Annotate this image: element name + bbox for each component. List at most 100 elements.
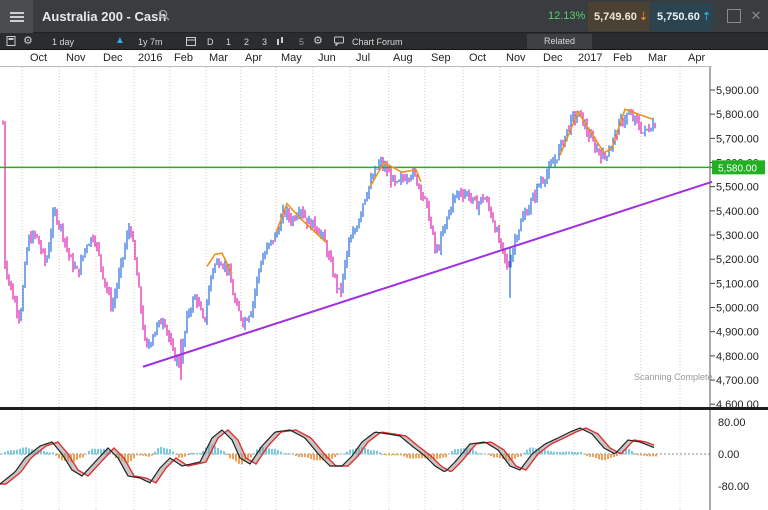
range-selector[interactable]: 1y 7m: [138, 37, 163, 47]
month-label: Sep: [431, 52, 451, 64]
histogram-bar: [127, 454, 129, 464]
histogram-bar: [313, 454, 315, 461]
histogram-bar: [52, 452, 54, 455]
pattern-line[interactable]: [275, 202, 327, 243]
histogram-bar: [277, 449, 279, 455]
chat-bubble-icon[interactable]: [334, 36, 344, 46]
histogram-bar: [295, 454, 297, 456]
histogram-bar: [292, 454, 294, 455]
histogram-bar: [46, 451, 48, 455]
lock-icon[interactable]: ▲: [115, 35, 125, 46]
histogram-bar: [481, 453, 483, 455]
instrument-title[interactable]: Australia 200 - Cash: [42, 9, 167, 24]
period-2[interactable]: 2: [244, 37, 250, 47]
scanning-status: Scanning Complete: [634, 372, 713, 382]
histogram-bar: [220, 450, 222, 455]
related-tab[interactable]: Related: [527, 34, 592, 49]
histogram-bar: [145, 454, 147, 457]
calculator-icon[interactable]: [6, 36, 16, 46]
histogram-bar: [112, 453, 114, 455]
oscillator-panel[interactable]: 80.00 0.00 -80.00: [0, 410, 768, 510]
histogram-bar: [643, 454, 645, 456]
chart-forum-link[interactable]: Chart Forum: [352, 37, 403, 47]
price-chart[interactable]: 5,900.005,800.005,700.005,600.005,500.00…: [0, 67, 768, 411]
histogram-bar: [232, 454, 234, 460]
down-arrow-icon: ⇣: [638, 11, 649, 23]
hamburger-icon: [9, 11, 24, 22]
period-1[interactable]: 1: [226, 37, 232, 47]
histogram-bar: [328, 454, 330, 460]
price-label: 4,600.00: [716, 399, 759, 407]
histogram-bar: [484, 453, 486, 455]
histogram-bar: [529, 447, 531, 455]
histogram-bar: [400, 454, 402, 456]
histogram-bar: [517, 454, 519, 457]
title-bar: Australia 200 - Cash 12.13% 5,749.60 ⇣ 5…: [0, 0, 768, 33]
histogram-bar: [613, 454, 615, 458]
trend-line[interactable]: [142, 180, 713, 368]
panel-divider[interactable]: [0, 407, 768, 410]
histogram-bar: [130, 454, 132, 462]
search-icon[interactable]: [158, 9, 170, 21]
histogram-bar: [157, 448, 159, 455]
histogram-bar: [640, 454, 642, 456]
histogram-bar: [286, 453, 288, 455]
histogram-bar: [136, 454, 138, 456]
candles: [2, 108, 656, 381]
histogram-bar: [124, 454, 126, 463]
interval-selector[interactable]: 1 day: [52, 37, 75, 47]
histogram-bar: [271, 448, 273, 455]
period-3[interactable]: 3: [262, 37, 268, 47]
close-icon[interactable]: ✕: [750, 8, 762, 23]
support-price-label: 5,580.00: [718, 163, 757, 174]
osc-main-line: [0, 427, 655, 485]
calendar-icon[interactable]: [186, 36, 196, 46]
histogram-bar: [550, 451, 552, 455]
price-label: 4,900.00: [716, 327, 759, 339]
histogram-bar: [478, 453, 480, 455]
period-5[interactable]: 5: [299, 37, 305, 47]
histogram-bar: [85, 453, 87, 455]
histogram-bar: [1, 453, 3, 455]
pattern-line[interactable]: [206, 252, 233, 275]
histogram-bar: [319, 454, 321, 461]
gear-icon[interactable]: ⚙: [23, 35, 33, 47]
popout-icon[interactable]: [727, 9, 741, 23]
histogram-bar: [58, 454, 60, 459]
price-label: 5,100.00: [716, 278, 759, 290]
histogram-bar: [310, 454, 312, 460]
histogram-bar: [436, 454, 438, 460]
histogram-bar: [511, 454, 513, 461]
period-d[interactable]: D: [207, 37, 214, 47]
month-label: 2016: [138, 52, 163, 64]
histogram-bar: [421, 454, 423, 459]
pattern-line[interactable]: [369, 161, 422, 188]
oscillator-canvas[interactable]: 80.00 0.00 -80.00: [0, 410, 768, 510]
price-label: 4,800.00: [716, 351, 759, 363]
histogram-bar: [76, 454, 78, 460]
osc-signal-line: [0, 427, 655, 485]
histogram-bar: [97, 448, 99, 455]
buy-price-button[interactable]: 5,750.60 ⇡: [651, 2, 713, 31]
month-label: Feb: [613, 52, 632, 64]
time-axis: Oct Nov Dec 2016 Feb Mar Apr May Jun Jul Aug Sep Oct…: [0, 50, 712, 67]
menu-button[interactable]: [0, 0, 33, 33]
histogram-bar: [475, 451, 477, 455]
histogram-bar: [301, 454, 303, 458]
month-label: Nov: [66, 52, 86, 64]
histogram-bar: [226, 454, 228, 455]
histogram-bar: [559, 451, 561, 455]
sell-price-button[interactable]: 5,749.60 ⇣: [588, 2, 650, 31]
month-label: 2017: [578, 52, 603, 64]
histogram-bar: [73, 454, 75, 462]
chart-type-icon[interactable]: [276, 36, 286, 46]
pattern-line[interactable]: [559, 108, 653, 156]
price-label: 5,500.00: [716, 182, 759, 194]
month-label: Mar: [209, 52, 228, 64]
price-chart-canvas[interactable]: 5,900.005,800.005,700.005,600.005,500.00…: [0, 67, 768, 411]
histogram-bar: [331, 454, 333, 459]
histogram-bar: [28, 448, 30, 455]
histogram-bar: [88, 450, 90, 455]
settings-gear-icon[interactable]: ⚙: [313, 35, 323, 47]
month-label: Dec: [543, 52, 563, 64]
